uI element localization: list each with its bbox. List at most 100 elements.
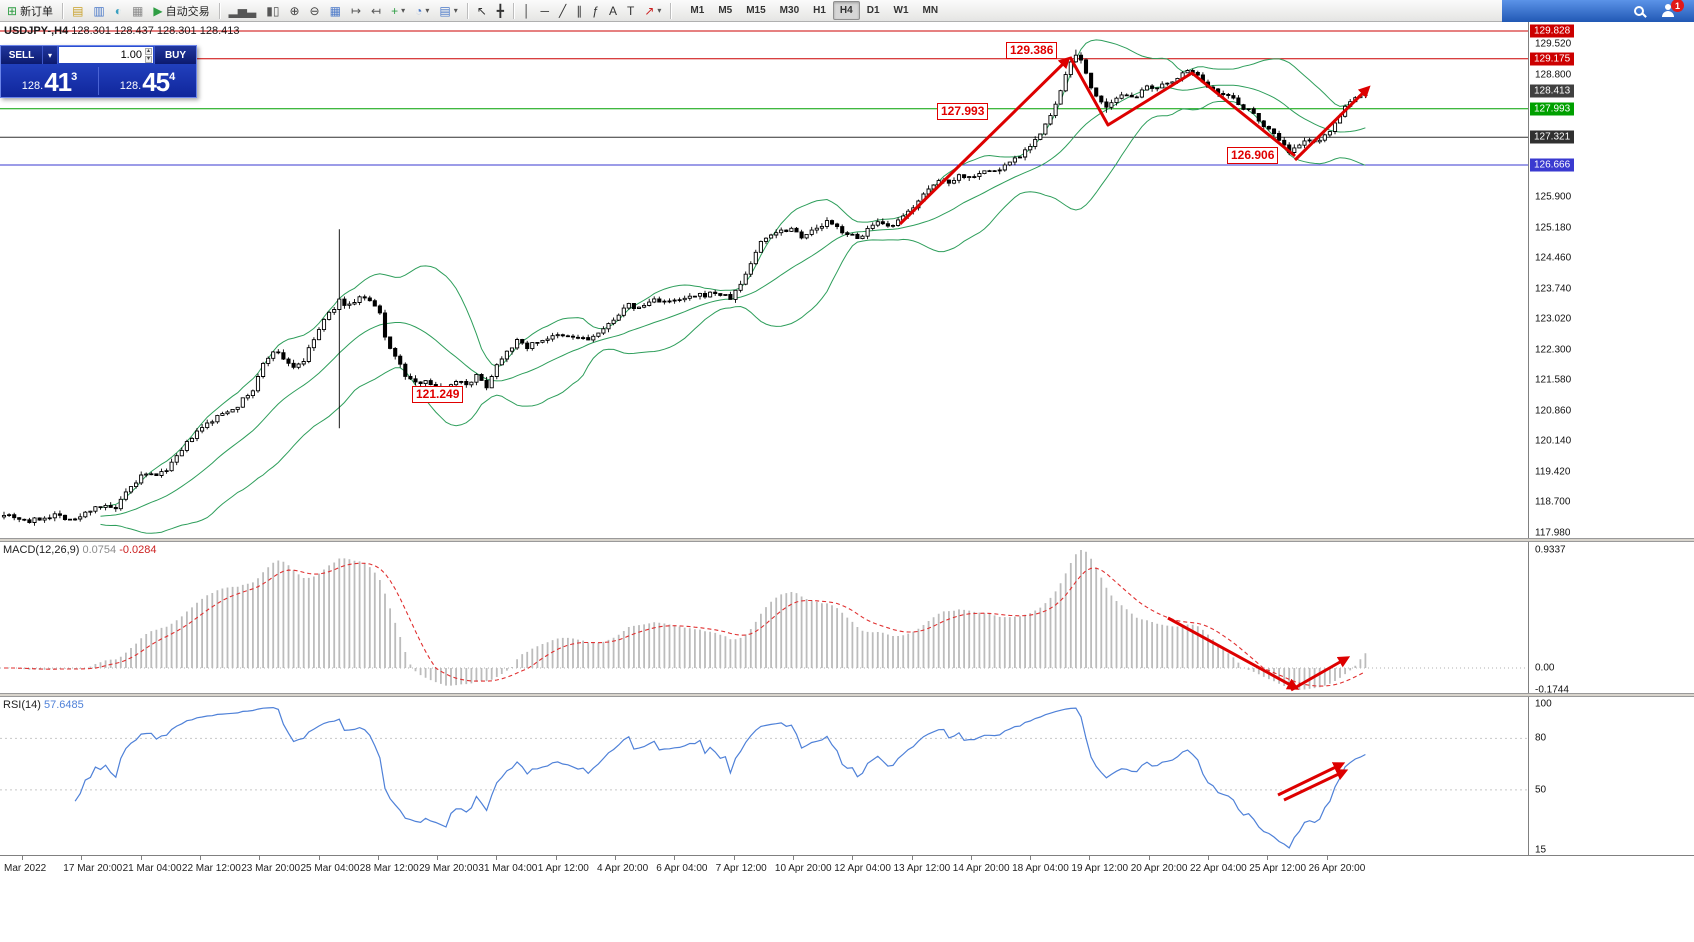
time-tick [674, 856, 676, 860]
text-button[interactable]: A [604, 1, 622, 21]
price-axis[interactable]: 129.520 128.800 125.900 125.180 124.460 123.7… [1528, 22, 1694, 856]
price-axis-label: 123.020 [1535, 313, 1572, 325]
time-axis-label: 18 Apr 04:00 [1012, 863, 1069, 874]
price-annotation[interactable]: 127.993 [937, 103, 989, 120]
sell-price-prefix: 128. [21, 80, 44, 92]
chart-shift-button[interactable]: ↤ [366, 1, 386, 21]
trend-arrow[interactable] [1293, 85, 1371, 162]
trend-arrow[interactable] [898, 56, 1071, 226]
new-order-icon: ⊞ [7, 3, 18, 18]
label-button[interactable]: T [622, 1, 639, 21]
new-order-button[interactable]: ⊞ 新订单 [2, 1, 58, 21]
rsi-value: 57.6485 [43, 699, 84, 711]
timeframe-w1-button[interactable]: W1 [893, 5, 909, 16]
rsi-line [74, 706, 1366, 849]
zoom-out-button[interactable]: ⊖ [305, 1, 325, 21]
price-axis-label: 123.740 [1535, 283, 1572, 295]
macd-axis-label: -0.1744 [1535, 684, 1569, 696]
macd-panel[interactable]: MACD(12,26,9) 0.0754 -0.0284 [0, 542, 1528, 693]
rsi-svg[interactable] [0, 697, 1528, 855]
sell-button[interactable]: SELL [1, 46, 43, 64]
new-order-button-label: 新订单 [20, 5, 54, 18]
one-click-options-dropdown[interactable]: ▾ [43, 46, 58, 64]
bar-chart-button[interactable]: ▂▅▃ [224, 1, 262, 21]
periods-button[interactable]: ◔ ▾ [410, 1, 434, 21]
rsi-axis-label: 80 [1535, 732, 1547, 744]
chevron-down-icon: ▾ [47, 50, 52, 60]
price-chart-svg[interactable] [0, 22, 1528, 538]
sell-price[interactable]: 128. 41 3 [1, 64, 98, 98]
time-tick [81, 856, 83, 860]
auto-scroll-icon: ↦ [350, 3, 362, 18]
candlestick-icon: ▮▯ [266, 3, 280, 18]
buy-button[interactable]: BUY [154, 46, 196, 64]
time-axis-label: 20 Apr 20:00 [1130, 863, 1188, 874]
timeframe-d1-button[interactable]: D1 [866, 5, 880, 16]
text-label-icon: T [626, 3, 635, 18]
profiles-button[interactable]: ▥ [88, 1, 109, 21]
trend-arrow[interactable] [1068, 56, 1296, 158]
timeframe-mn-button[interactable]: MN [922, 5, 939, 16]
search-icon[interactable] [1634, 6, 1644, 16]
sell-price-big: 41 [44, 67, 72, 97]
zoom-out-icon: ⊖ [309, 3, 320, 18]
add-indicator-button[interactable]: + ▾ [386, 1, 410, 21]
horizontal-line-button[interactable]: ─ [536, 1, 555, 21]
lot-increase-button[interactable]: ▴ [144, 47, 152, 55]
macd-svg[interactable] [0, 542, 1528, 693]
time-axis-label: 25 Mar 04:00 [300, 863, 360, 874]
price-chart-panel[interactable]: USDJPY-,H4 128.301 128.437 128.301 128.4… [0, 22, 1528, 538]
user-button[interactable]: 1 [1660, 0, 1684, 19]
candlestick-chart-button[interactable]: ▮▯ [261, 1, 284, 21]
timeframe-m30-button[interactable]: M30 [779, 5, 800, 16]
templates-button[interactable]: ▤ ▾ [434, 1, 462, 21]
vertical-line-button[interactable]: │ [518, 1, 536, 21]
time-tick [555, 856, 557, 860]
crosshair-icon: ╋ [496, 3, 505, 18]
arrows-button[interactable]: ↗ ▾ [639, 1, 666, 21]
price-annotation[interactable]: 129.386 [1006, 42, 1058, 59]
buy-price[interactable]: 128. 45 4 [99, 64, 196, 98]
price-annotation[interactable]: 121.249 [412, 386, 464, 403]
auto-scroll-button[interactable]: ↦ [346, 1, 366, 21]
user-icon [1662, 4, 1674, 18]
dropdown-caret-icon: ▾ [453, 6, 458, 15]
clock-icon: ◔ [415, 3, 423, 18]
time-tick [199, 856, 201, 860]
trend-arrow[interactable] [1290, 656, 1351, 692]
timeframe-m5-button[interactable]: M5 [718, 5, 733, 16]
timeframe-m1-button[interactable]: M1 [690, 5, 705, 16]
market-watch-button[interactable]: ◐ [110, 1, 127, 21]
autotrading-button[interactable]: ▶ 自动交易 [148, 1, 214, 21]
trendline-button[interactable]: ╱ [554, 1, 571, 21]
lot-size-input[interactable]: 1.00 ▴ ▾ [59, 47, 153, 63]
channel-button[interactable]: ∥ [571, 1, 587, 21]
time-axis-label: 6 Apr 04:00 [656, 863, 708, 874]
rsi-axis-label: 100 [1535, 698, 1552, 710]
panel-splitter[interactable] [0, 538, 1694, 542]
time-tick [615, 856, 616, 860]
price-axis-label: 120.860 [1535, 405, 1572, 417]
trend-arrow[interactable] [1167, 616, 1300, 690]
chart-title: USDJPY-,H4 128.301 128.437 128.301 128.4… [4, 25, 239, 37]
timeframe-h4-button[interactable]: H4 [832, 1, 860, 20]
rsi-panel[interactable]: RSI(14) 57.6485 [0, 697, 1528, 855]
time-axis[interactable]: Mar 2022 17 Mar 20:00 21 Mar 04:00 22 Mar 1… [0, 855, 1694, 878]
trend-arrow[interactable] [1283, 769, 1349, 802]
trend-arrow[interactable] [1277, 762, 1346, 797]
crosshair-button[interactable]: ╋ [492, 1, 509, 21]
new-chart-button[interactable]: ▤ [67, 1, 88, 21]
cursor-button[interactable]: ↖ [472, 1, 492, 21]
fibonacci-button[interactable]: ƒ [587, 1, 604, 21]
lot-decrease-button[interactable]: ▾ [144, 55, 152, 63]
tile-windows-button[interactable]: ▦ [325, 1, 346, 21]
timeframe-h1-button[interactable]: H1 [813, 5, 826, 16]
rsi-axis-label: 50 [1535, 784, 1547, 796]
price-annotation[interactable]: 126.906 [1227, 147, 1279, 164]
panel-splitter[interactable] [0, 693, 1694, 697]
macd-histogram [8, 550, 1367, 690]
data-window-button[interactable]: ▦ [127, 1, 148, 21]
timeframe-m15-button[interactable]: M15 [746, 5, 766, 16]
candlestick-series [1, 49, 1368, 526]
zoom-in-button[interactable]: ⊕ [284, 1, 304, 21]
